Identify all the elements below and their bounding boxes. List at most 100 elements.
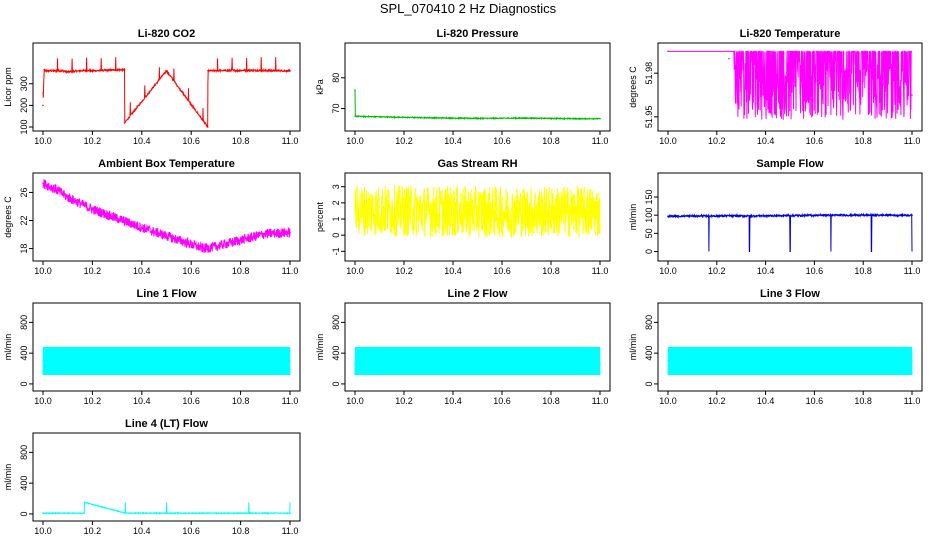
data-point xyxy=(728,57,730,60)
x-tick-label: 11.0 xyxy=(904,396,921,406)
x-tick-label: 10.2 xyxy=(395,396,413,406)
panel-title: Li-820 CO2 xyxy=(138,28,195,40)
x-tick-label: 10.8 xyxy=(854,266,872,276)
x-tick-label: 10.2 xyxy=(708,266,726,276)
y-axis-label: ml/min xyxy=(315,334,325,361)
series-line xyxy=(667,212,913,252)
x-tick-label: 11.0 xyxy=(904,136,921,146)
chart-panel-9: Line 3 Flow 10.0 10.2 10.4 10.6 10.8 11.0 0 400 8… xyxy=(628,288,923,406)
x-tick-label: 10.8 xyxy=(854,396,872,406)
data-point xyxy=(289,512,291,514)
y-tick-label: 1 xyxy=(331,217,341,222)
data-point xyxy=(886,94,889,96)
x-tick-label: 10.0 xyxy=(34,526,52,536)
x-tick-label: 10.4 xyxy=(444,396,462,406)
x-tick-label: 10.4 xyxy=(133,266,151,276)
x-tick-label: 10.0 xyxy=(659,396,677,406)
plot-frame xyxy=(32,302,301,392)
x-tick-label: 10.4 xyxy=(444,266,462,276)
x-tick-label: 10.0 xyxy=(346,136,364,146)
data-point xyxy=(116,217,118,220)
data-point xyxy=(525,117,528,119)
series-group xyxy=(667,50,913,120)
chart-panel-4: Ambient Box Temperature 10.0 10.2 10.4 10.6 1… xyxy=(3,158,301,276)
x-tick-label: 11.0 xyxy=(592,266,609,276)
y-axis-label: kPa xyxy=(315,79,325,95)
panel-title: Line 1 Flow xyxy=(137,288,197,300)
series-line xyxy=(42,501,291,515)
data-point xyxy=(43,68,46,71)
data-point xyxy=(911,359,913,361)
y-tick-label: 70 xyxy=(331,104,341,114)
data-point xyxy=(748,215,751,217)
chart-panel-7: Line 1 Flow 10.0 10.2 10.4 10.6 10.8 11.0 0 400 8… xyxy=(3,288,301,406)
x-tick-label: 10.8 xyxy=(232,526,250,536)
y-tick-label: 18 xyxy=(19,244,29,254)
x-tick-label: 10.6 xyxy=(493,266,511,276)
y-tick-label: -1 xyxy=(331,247,341,255)
y-tick-label: 100 xyxy=(644,208,654,223)
data-point xyxy=(61,69,64,72)
plot-frame xyxy=(344,302,611,392)
x-tick-label: 10.4 xyxy=(133,396,151,406)
y-tick-label: 300 xyxy=(19,76,29,91)
x-tick-label: 10.6 xyxy=(806,266,824,276)
data-point xyxy=(91,69,94,72)
y-axis-label: ml/min xyxy=(628,204,638,231)
data-point xyxy=(707,215,710,217)
data-point xyxy=(354,209,356,211)
x-tick-label: 10.6 xyxy=(182,266,200,276)
panel-title: Line 3 Flow xyxy=(760,288,820,300)
series-line xyxy=(42,179,291,254)
data-point xyxy=(667,215,669,218)
data-point xyxy=(165,512,168,514)
data-point xyxy=(42,360,44,362)
x-tick-label: 10.6 xyxy=(493,136,511,146)
y-tick-label: 800 xyxy=(19,315,29,330)
y-tick-label: 51.98 xyxy=(644,62,654,85)
data-point xyxy=(206,512,209,514)
data-point xyxy=(476,210,479,213)
data-point xyxy=(289,69,291,72)
chart-panel-1: Li-820 CO2 10.0 10.2 10.4 10.6 10.8 11.0 100 200… xyxy=(3,28,301,146)
y-tick-label: 800 xyxy=(644,315,654,330)
chart-panel-8: Line 2 Flow 10.0 10.2 10.4 10.6 10.8 11.0 0 400 8… xyxy=(315,288,611,406)
x-tick-label: 10.8 xyxy=(542,266,560,276)
data-point xyxy=(599,363,601,365)
panel-title: Li-820 Temperature xyxy=(740,28,841,40)
plot-frame xyxy=(344,42,611,132)
data-point xyxy=(537,210,540,213)
x-tick-label: 10.0 xyxy=(34,396,52,406)
data-point xyxy=(870,214,873,216)
data-point xyxy=(667,359,669,361)
plot-frame xyxy=(32,42,301,132)
data-point xyxy=(206,126,209,128)
series-line xyxy=(668,50,912,120)
data-point xyxy=(829,214,832,216)
y-axis-label: degrees C xyxy=(3,196,13,238)
plot-frame xyxy=(32,172,301,262)
data-point xyxy=(667,50,669,53)
x-tick-label: 10.4 xyxy=(444,136,462,146)
x-tick-label: 10.2 xyxy=(708,136,726,146)
series-group xyxy=(42,57,291,128)
data-point xyxy=(378,116,381,118)
data-point xyxy=(83,501,86,504)
chart-panel-2: Li-820 Pressure 10.0 10.2 10.4 10.6 10.8 11.0 7… xyxy=(315,28,611,146)
y-tick-label: 26 xyxy=(19,187,29,197)
x-tick-label: 10.8 xyxy=(854,136,872,146)
x-tick-label: 10.4 xyxy=(757,396,775,406)
y-tick-label: 3 xyxy=(331,184,341,189)
series-line xyxy=(354,184,601,238)
data-point xyxy=(574,117,577,120)
data-point xyxy=(42,512,44,514)
data-point xyxy=(83,512,86,514)
y-tick-label: 22 xyxy=(19,216,29,226)
panel-title: Gas Stream RH xyxy=(437,158,517,170)
data-point xyxy=(165,235,168,237)
x-tick-label: 11.0 xyxy=(904,266,921,276)
series-group xyxy=(354,89,601,121)
x-tick-label: 11.0 xyxy=(282,136,299,146)
data-point xyxy=(354,89,356,91)
